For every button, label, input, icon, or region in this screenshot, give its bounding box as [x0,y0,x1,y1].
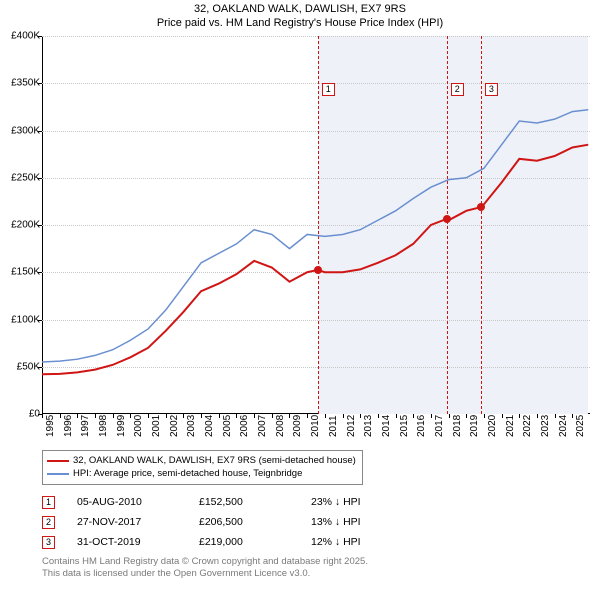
x-tick-label: 2001 [151,415,162,437]
x-tick-label: 2022 [522,415,533,437]
legend-row: 32, OAKLAND WALK, DAWLISH, EX7 9RS (semi… [47,454,356,467]
x-tick-label: 2010 [310,415,321,437]
transaction-index: 1 [42,496,55,509]
series-hpi [42,110,588,362]
x-tick-label: 2006 [239,415,250,437]
footer-attribution: Contains HM Land Registry data © Crown c… [42,556,368,581]
legend-swatch [47,473,69,475]
transaction-row: 1 05-AUG-2010 £152,500 23% ↓ HPI [42,492,421,512]
series-lines [42,36,590,414]
x-tick-label: 1997 [80,415,91,437]
price-chart: £0£50K£100K£150K£200K£250K£300K£350K£400… [42,36,590,414]
legend-label: HPI: Average price, semi-detached house,… [73,467,302,480]
y-tick-label: £50K [0,361,40,372]
x-tick-label: 2023 [540,415,551,437]
legend-label: 32, OAKLAND WALK, DAWLISH, EX7 9RS (semi… [73,454,356,467]
chart-title: 32, OAKLAND WALK, DAWLISH, EX7 9RS Price… [0,0,600,31]
transaction-index: 3 [42,536,55,549]
x-tick-label: 2008 [275,415,286,437]
x-tick-label: 2013 [363,415,374,437]
x-tick-label: 1998 [98,415,109,437]
x-tick-label: 1999 [116,415,127,437]
transaction-index: 2 [42,516,55,529]
y-tick-label: £350K [0,78,40,89]
x-tick-label: 2009 [292,415,303,437]
title-address: 32, OAKLAND WALK, DAWLISH, EX7 9RS [0,2,600,16]
title-subtitle: Price paid vs. HM Land Registry's House … [0,16,600,30]
transaction-date: 27-NOV-2017 [77,516,177,528]
transaction-price: £152,500 [199,496,289,508]
x-tick-label: 2024 [558,415,569,437]
x-tick-label: 2021 [505,415,516,437]
transaction-date: 05-AUG-2010 [77,496,177,508]
transaction-diff: 13% ↓ HPI [311,516,421,528]
x-tick-label: 2011 [328,415,339,437]
transaction-date: 31-OCT-2019 [77,536,177,548]
transaction-diff: 23% ↓ HPI [311,496,421,508]
x-tick-label: 2003 [186,415,197,437]
transaction-row: 2 27-NOV-2017 £206,500 13% ↓ HPI [42,512,421,532]
transactions-table: 1 05-AUG-2010 £152,500 23% ↓ HPI 2 27-NOV-201… [42,492,421,552]
x-tick-label: 2019 [469,415,480,437]
x-tick-label: 2005 [222,415,233,437]
transaction-diff: 12% ↓ HPI [311,536,421,548]
transaction-price: £219,000 [199,536,289,548]
x-tick-label: 2020 [487,415,498,437]
x-tick-label: 2004 [204,415,215,437]
legend: 32, OAKLAND WALK, DAWLISH, EX7 9RS (semi… [42,450,363,485]
x-tick-label: 2000 [133,415,144,437]
x-tick-label: 2002 [169,415,180,437]
x-tick-label: 2025 [575,415,586,437]
legend-row: HPI: Average price, semi-detached house,… [47,467,356,480]
series-property [42,145,588,375]
x-tick-label: 1995 [45,415,56,437]
y-tick-label: £100K [0,314,40,325]
y-tick-label: £200K [0,220,40,231]
y-tick-label: £400K [0,31,40,42]
footer-line2: This data is licensed under the Open Gov… [42,568,368,580]
x-tick-label: 2012 [346,415,357,437]
x-tick-label: 2014 [381,415,392,437]
y-tick-label: £250K [0,172,40,183]
footer-line1: Contains HM Land Registry data © Crown c… [42,556,368,568]
x-tick-label: 2018 [452,415,463,437]
x-tick-label: 2007 [257,415,268,437]
transaction-row: 3 31-OCT-2019 £219,000 12% ↓ HPI [42,532,421,552]
x-tick-label: 1996 [63,415,74,437]
x-tick-label: 2016 [416,415,427,437]
x-tick-label: 2015 [399,415,410,437]
y-tick-label: £0 [0,409,40,420]
y-tick-label: £300K [0,125,40,136]
transaction-price: £206,500 [199,516,289,528]
y-tick-label: £150K [0,267,40,278]
legend-swatch [47,460,69,462]
x-tick-label: 2017 [434,415,445,437]
